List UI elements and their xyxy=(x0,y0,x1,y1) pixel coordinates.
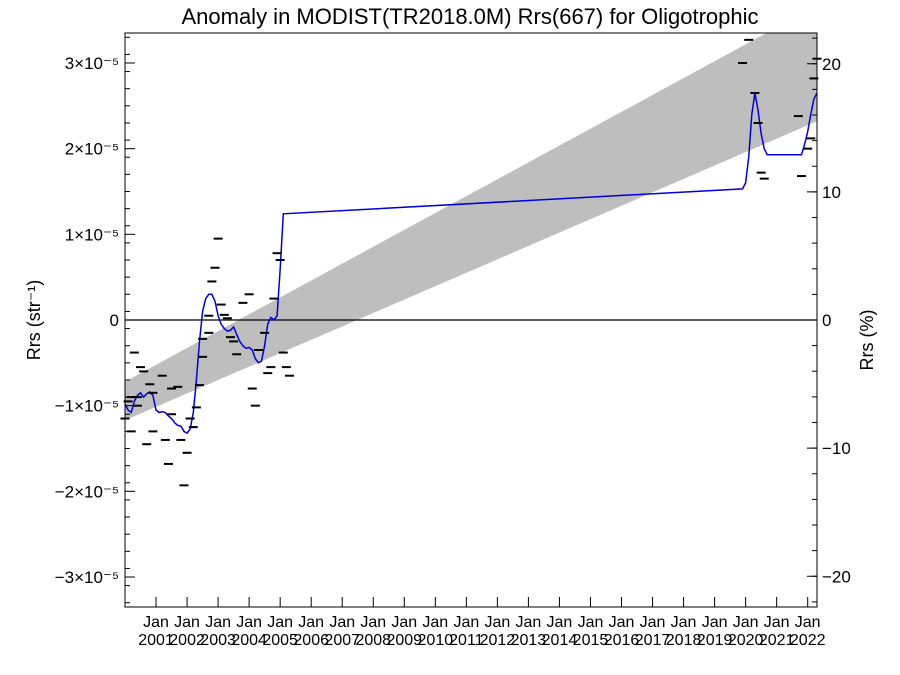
x-tick-label-year: 2007 xyxy=(324,632,360,649)
left-tick-label: 2×10⁻⁵ xyxy=(65,140,119,159)
x-tick-label-month: Jan xyxy=(298,614,324,631)
x-tick-label-year: 2019 xyxy=(697,632,733,649)
x-tick-label-month: Jan xyxy=(764,614,790,631)
left-tick-label: −2×10⁻⁵ xyxy=(55,482,119,501)
x-tick-label-month: Jan xyxy=(516,614,542,631)
x-tick-label-month: Jan xyxy=(795,614,821,631)
x-tick-label-year: 2012 xyxy=(480,632,516,649)
x-tick-label-year: 2016 xyxy=(604,632,640,649)
trend-line-series xyxy=(125,92,817,435)
trend-line-layer xyxy=(125,92,817,435)
x-axis-ticks: Jan2001Jan2002Jan2003Jan2004Jan2005Jan20… xyxy=(138,597,826,649)
x-tick-label-month: Jan xyxy=(640,614,666,631)
x-tick-label-year: 2002 xyxy=(169,632,205,649)
y-axis-label-right: Rrs (%) xyxy=(857,310,877,371)
left-axis-ticks: 3×10⁻⁵ 2×10⁻⁵ 1×10⁻⁵ 0 −1×10⁻⁵ −2×10⁻⁵ −3×10⁻⁵ xyxy=(55,36,135,604)
uncertainty-band xyxy=(125,33,817,421)
right-tick-label: 0 xyxy=(822,311,831,330)
x-tick-label-year: 2004 xyxy=(231,632,267,649)
x-tick-label-year: 2014 xyxy=(542,632,578,649)
x-tick-label-year: 2020 xyxy=(728,632,764,649)
chart-title: Anomaly in MODIST(TR2018.0M) Rrs(667) fo… xyxy=(181,4,758,29)
x-tick-label-year: 2009 xyxy=(386,632,422,649)
left-tick-label: −3×10⁻⁵ xyxy=(55,568,119,587)
x-tick-label-year: 2021 xyxy=(759,632,795,649)
x-tick-label-year: 2001 xyxy=(138,632,174,649)
x-tick-label-month: Jan xyxy=(174,614,200,631)
x-tick-label-month: Jan xyxy=(360,614,386,631)
x-tick-label-month: Jan xyxy=(671,614,697,631)
x-tick-label-year: 2017 xyxy=(635,632,671,649)
x-tick-label-year: 2006 xyxy=(293,632,329,649)
right-axis-ticks: 20 10 0 −10 −20 xyxy=(807,37,851,603)
x-tick-label-year: 2013 xyxy=(511,632,547,649)
x-tick-label-year: 2005 xyxy=(262,632,298,649)
x-tick-label-month: Jan xyxy=(391,614,417,631)
x-tick-label-year: 2008 xyxy=(355,632,391,649)
x-tick-label-year: 2022 xyxy=(790,632,826,649)
x-tick-label-year: 2018 xyxy=(666,632,702,649)
left-tick-label: 1×10⁻⁵ xyxy=(65,225,119,244)
x-tick-label-month: Jan xyxy=(329,614,355,631)
x-tick-label-month: Jan xyxy=(143,614,169,631)
x-tick-label-month: Jan xyxy=(236,614,262,631)
right-tick-label: 10 xyxy=(822,183,841,202)
uncertainty-band-layer xyxy=(125,33,817,421)
x-tick-label-year: 2015 xyxy=(573,632,609,649)
left-tick-label: 0 xyxy=(110,311,119,330)
x-tick-label-month: Jan xyxy=(453,614,479,631)
left-tick-label: −1×10⁻⁵ xyxy=(55,397,119,416)
x-tick-label-month: Jan xyxy=(422,614,448,631)
left-tick-label: 3×10⁻⁵ xyxy=(65,54,119,73)
x-tick-label-month: Jan xyxy=(484,614,510,631)
x-tick-label-month: Jan xyxy=(702,614,728,631)
x-tick-label-month: Jan xyxy=(205,614,231,631)
x-tick-label-year: 2003 xyxy=(200,632,236,649)
x-tick-label-month: Jan xyxy=(733,614,759,631)
right-tick-label: 20 xyxy=(822,55,841,74)
x-tick-label-month: Jan xyxy=(578,614,604,631)
right-tick-label: −20 xyxy=(822,567,851,586)
right-tick-label: −10 xyxy=(822,439,851,458)
x-tick-label-month: Jan xyxy=(609,614,635,631)
x-tick-label-month: Jan xyxy=(267,614,293,631)
y-axis-label-left: Rrs (str⁻¹) xyxy=(24,280,44,360)
x-tick-label-year: 2011 xyxy=(449,632,484,649)
x-tick-label-month: Jan xyxy=(547,614,573,631)
x-tick-label-year: 2010 xyxy=(418,632,454,649)
